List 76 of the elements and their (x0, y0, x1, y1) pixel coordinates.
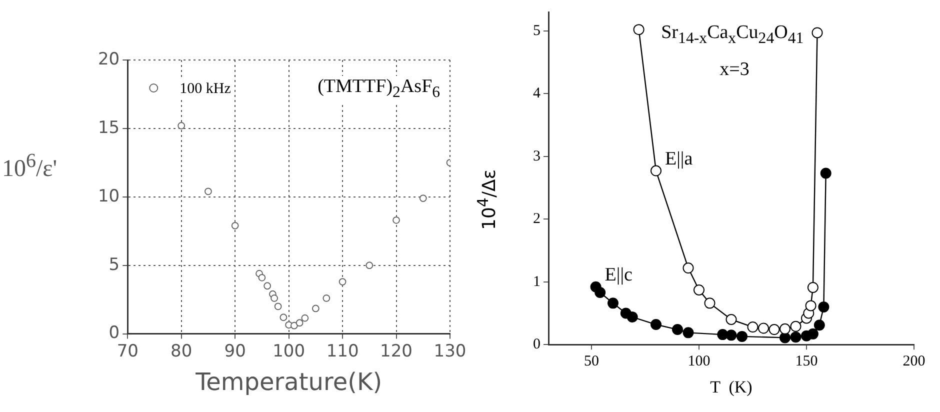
point (274, 302, 282, 310)
point (280, 314, 288, 322)
point (805, 300, 816, 312)
y-tick-label: 0 (108, 323, 120, 344)
point (258, 274, 266, 282)
point (392, 216, 400, 224)
point (322, 294, 330, 302)
x-tick-label: 70 (116, 341, 138, 362)
point (747, 322, 758, 333)
point (726, 314, 737, 325)
point (178, 122, 186, 130)
point (780, 323, 790, 334)
point (758, 322, 769, 334)
point (633, 24, 644, 36)
point (694, 284, 704, 296)
x-tick-label: 90 (224, 341, 246, 362)
point (264, 282, 272, 290)
point (204, 188, 212, 196)
x-tick-label: 110 (326, 341, 359, 362)
point (650, 165, 662, 176)
point (296, 319, 304, 327)
point (807, 328, 818, 340)
y-tick-label: 5 (533, 22, 540, 39)
point (338, 278, 346, 286)
point (270, 294, 278, 302)
series-label: E||a (665, 148, 694, 170)
point (807, 282, 818, 293)
x-tick-label: 150 (795, 354, 818, 370)
point (672, 324, 683, 336)
point (301, 314, 309, 322)
x-tick-label: 100 (688, 354, 710, 370)
point (814, 320, 825, 331)
y-tick-label: 20 (98, 49, 120, 70)
point (790, 320, 802, 332)
y-tick-label: 3 (533, 148, 540, 164)
y-tick-label: 10 (98, 186, 120, 206)
point (818, 301, 830, 312)
point (231, 222, 239, 230)
point (682, 262, 694, 274)
point (312, 304, 320, 312)
point (594, 287, 606, 298)
point (768, 324, 780, 336)
point (812, 27, 823, 38)
x-tick-label: 100 (272, 341, 306, 362)
annotation: Sr$_{14-x}$Ca$_{x}$Cu$_{24}$O$_{41}$ (660, 22, 805, 48)
point (626, 311, 638, 322)
series-label: E||c (604, 264, 632, 286)
y-tick-label: 1 (533, 274, 540, 290)
annotation: (TMTTF)$_{2}$AsF$_{6}$ (314, 76, 444, 102)
y-axis-title: 10$^{6}$/ε' (2, 150, 58, 183)
x-tick-label: 120 (380, 341, 412, 362)
point (717, 329, 728, 340)
point (736, 330, 748, 342)
x-tick-label: 130 (434, 341, 466, 362)
point (682, 327, 694, 338)
point (419, 194, 427, 202)
point (650, 319, 662, 330)
x-axis-title: Temperature(K) (194, 368, 382, 396)
y-tick-label: 5 (108, 254, 120, 275)
point (704, 298, 716, 309)
legend-label: 100 kHz (180, 80, 232, 97)
point (366, 262, 374, 270)
point (820, 168, 832, 179)
x-tick-label: 80 (170, 341, 192, 362)
point (290, 322, 298, 330)
point (726, 330, 737, 341)
y-tick-label: 4 (533, 86, 541, 102)
x-tick-label: 200 (902, 354, 926, 370)
x-axis-title: T (K) (710, 377, 752, 396)
y-tick-label: 2 (533, 211, 540, 228)
annotation: x=3 (718, 58, 750, 80)
y-tick-label: 0 (533, 336, 540, 353)
y-tick-label: 15 (98, 118, 120, 138)
point (790, 332, 802, 343)
x-tick-label: 50 (584, 354, 599, 370)
point (608, 298, 618, 309)
